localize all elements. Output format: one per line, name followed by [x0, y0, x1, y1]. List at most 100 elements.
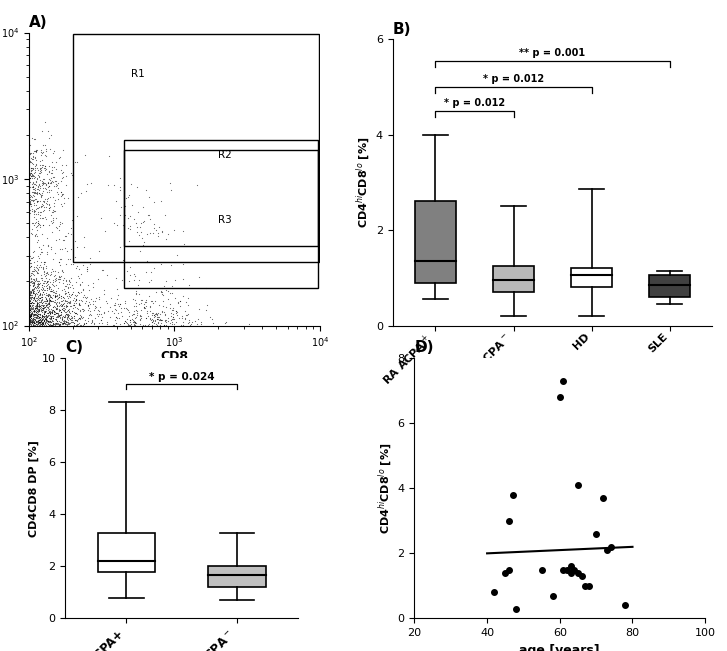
Point [129, 316, 140, 327]
Point [503, 516, 515, 526]
Point [66, 317, 78, 327]
Point [25, 171, 36, 181]
Point [31, 320, 42, 330]
Point [31, 173, 43, 183]
Point [25, 293, 37, 303]
Point [28, 318, 39, 329]
Point [65, 311, 77, 322]
Point [35, 315, 47, 326]
Point [147, 316, 158, 326]
Point [37, 178, 49, 188]
Point [62, 278, 73, 288]
Point [45, 130, 57, 140]
Point [31, 313, 43, 324]
Point [66, 280, 78, 290]
Point [31, 163, 43, 173]
Point [30, 179, 41, 189]
Point [145, 313, 156, 324]
Point [154, 314, 166, 324]
Point [46, 167, 57, 178]
Point [38, 206, 49, 217]
Point [108, 217, 120, 228]
Point [24, 288, 36, 299]
Point [31, 292, 43, 303]
Point [43, 305, 55, 315]
Point [47, 314, 58, 325]
Point [35, 191, 47, 201]
Point [179, 305, 190, 316]
Point [33, 304, 44, 314]
Point [27, 317, 39, 327]
Point [173, 312, 185, 323]
Point [33, 311, 44, 321]
Point [25, 317, 36, 327]
Point [558, 376, 569, 386]
Point [25, 277, 37, 288]
Point [28, 187, 40, 198]
Point [41, 198, 52, 208]
Point [41, 276, 53, 286]
Point [37, 317, 49, 327]
Point [68, 313, 80, 324]
Point [33, 260, 45, 270]
Point [179, 314, 190, 324]
Point [38, 312, 49, 322]
Point [33, 253, 45, 264]
Point [68, 320, 80, 330]
Point [65, 315, 76, 326]
Point [123, 276, 134, 286]
Point [43, 312, 55, 323]
Point [112, 299, 124, 309]
Point [112, 220, 124, 230]
Point [34, 318, 46, 329]
Point [64, 277, 76, 287]
Point [36, 318, 48, 328]
Point [53, 288, 65, 299]
Point [49, 206, 60, 216]
Point [182, 309, 193, 319]
Point [191, 180, 203, 191]
Point [49, 302, 60, 312]
Point [37, 313, 49, 324]
Point [139, 303, 150, 313]
Point [32, 265, 44, 275]
Point [49, 291, 61, 301]
Point [159, 316, 171, 326]
Point [182, 280, 194, 290]
Point [43, 300, 55, 311]
Point [47, 286, 59, 297]
Point [42, 126, 54, 137]
Point [31, 262, 42, 273]
Point [39, 285, 51, 296]
Point [79, 318, 90, 328]
Point [24, 317, 36, 327]
Point [37, 314, 49, 324]
Point [28, 164, 39, 174]
Point [30, 307, 41, 317]
Point [31, 259, 43, 270]
Point [73, 312, 85, 323]
Point [167, 303, 179, 313]
Point [576, 571, 587, 581]
Point [41, 295, 52, 305]
Point [37, 286, 49, 297]
Point [27, 313, 39, 324]
Point [110, 305, 121, 315]
Point [28, 312, 39, 323]
Point [37, 196, 49, 206]
Point [158, 296, 169, 306]
Point [60, 171, 72, 182]
Point [45, 312, 57, 323]
Point [28, 281, 39, 291]
Point [52, 311, 64, 321]
Point [36, 305, 47, 316]
Point [59, 309, 71, 320]
Point [92, 311, 104, 321]
Point [60, 288, 71, 298]
Point [32, 303, 44, 313]
Point [53, 298, 65, 308]
Point [132, 221, 143, 232]
Point [30, 289, 41, 299]
Point [29, 160, 41, 171]
Point [28, 314, 40, 325]
